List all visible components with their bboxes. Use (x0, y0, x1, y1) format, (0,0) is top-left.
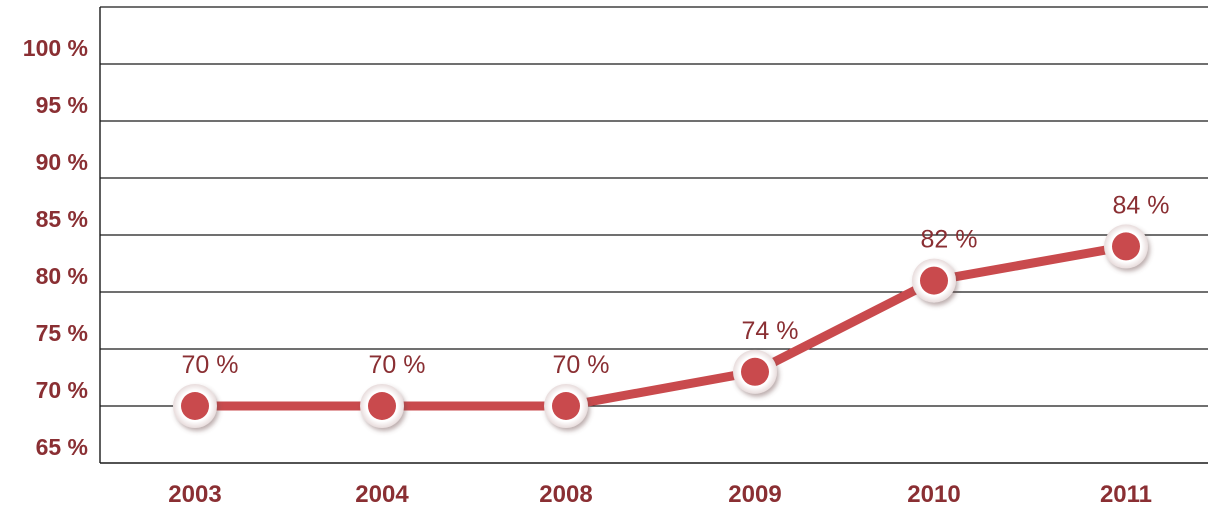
y-tick-label: 70 % (36, 377, 88, 403)
y-tick-label: 85 % (36, 206, 88, 232)
data-point-marker (1112, 232, 1140, 261)
y-tick-label: 95 % (36, 92, 88, 118)
y-tick-label: 75 % (36, 320, 88, 346)
series-line (190, 241, 1131, 411)
data-label: 70 % (182, 351, 239, 379)
data-point-marker (741, 357, 769, 386)
data-point-marker (181, 392, 209, 420)
grid-lines (100, 6, 1208, 407)
data-label: 70 % (369, 351, 426, 379)
data-point (912, 258, 956, 303)
axes (99, 7, 1208, 464)
x-tick-label: 2010 (907, 481, 960, 508)
series-line (190, 241, 1131, 411)
y-tick-label: 80 % (36, 263, 88, 289)
data-point (1104, 224, 1148, 269)
data-point-marker (368, 392, 396, 420)
x-tick-label: 2011 (1100, 481, 1152, 508)
x-tick-label: 2003 (168, 481, 221, 508)
x-tick-label: 2009 (728, 481, 781, 508)
y-tick-label: 65 % (36, 434, 88, 460)
data-point-marker (920, 266, 948, 295)
y-tick-labels: 65 % 70 % 75 % 80 % 85 % 90 % 95 % 100 % (23, 35, 88, 460)
data-point (544, 384, 588, 428)
data-label: 82 % (921, 226, 978, 254)
data-label: 84 % (1113, 191, 1170, 219)
y-tick-label: 90 % (36, 149, 88, 175)
data-point (733, 349, 777, 394)
x-tick-label: 2008 (539, 481, 592, 508)
data-label: 74 % (742, 317, 799, 345)
data-points (173, 224, 1148, 428)
x-tick-labels: 2003 2004 2008 2009 2010 2011 (168, 481, 1152, 508)
data-label: 70 % (553, 351, 610, 379)
data-point-marker (552, 392, 580, 420)
data-point (360, 384, 404, 428)
data-point (173, 384, 217, 428)
y-tick-label: 100 % (23, 35, 88, 61)
data-labels: 70 % 70 % 70 % 74 % 82 % 84 % (182, 191, 1170, 379)
x-tick-label: 2004 (355, 481, 409, 508)
